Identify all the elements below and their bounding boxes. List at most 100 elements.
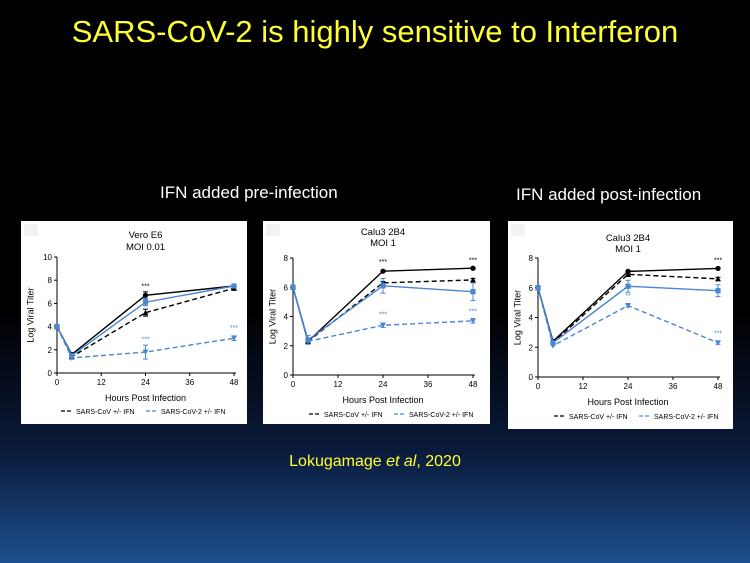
data-point [290, 284, 296, 291]
legend-label-sars-cov: SARS-CoV +/- IFN [324, 412, 383, 419]
data-point [470, 318, 476, 324]
x-tick-label: 12 [579, 382, 588, 391]
x-tick-label: 24 [379, 380, 388, 389]
series-sars-cov-2-no-ifn [535, 279, 721, 346]
series-line [292, 287, 474, 343]
y-tick-label: 4 [48, 323, 53, 332]
x-tick-label: 0 [55, 378, 60, 387]
y-tick-label: 6 [529, 284, 534, 293]
data-point [142, 349, 149, 356]
series-sars-cov-2-ifn [290, 284, 476, 345]
y-tick-label: 2 [48, 346, 53, 355]
y-tick-label: 8 [48, 276, 53, 285]
legend-label-sars-cov: SARS-CoV +/- IFN [76, 409, 135, 416]
y-tick-label: 2 [284, 342, 289, 351]
x-tick-label: 12 [97, 378, 106, 387]
y-tick-label: 8 [284, 254, 289, 263]
y-tick-label: 0 [284, 371, 289, 380]
chart-panel-vero: Vero E6 MOI 0.01 0 12 24 36 48 0 2 4 6 8 10 Hours Pos… [21, 221, 247, 424]
significance-label: *** [230, 325, 238, 332]
x-axis-label: Hours Post Infection [587, 397, 668, 407]
chart-panel-calu3-post: Calu3 2B4 MOI 1 0 12 24 36 48 0 2 4 6 8 Hours Post I… [508, 221, 733, 429]
x-tick-label: 48 [469, 380, 478, 389]
x-tick-label: 48 [230, 378, 239, 387]
data-point [715, 275, 721, 282]
data-point [470, 289, 476, 295]
legend-label-sars-cov: SARS-CoV +/- IFN [569, 414, 628, 421]
label-post-infection: IFN added post-infection [516, 185, 702, 204]
series-line [56, 326, 235, 359]
data-point [142, 309, 149, 316]
significance-label: *** [714, 257, 722, 264]
significance-label: *** [469, 257, 477, 264]
chart-title: Vero E6 [129, 230, 163, 241]
significance-label: *** [379, 259, 387, 266]
x-axis-label: Hours Post Infection [105, 393, 186, 403]
chart-subtitle: MOI 0.01 [126, 242, 165, 253]
data-point [470, 265, 476, 271]
y-tick-label: 0 [48, 369, 53, 378]
x-tick-label: 48 [714, 382, 723, 391]
y-tick-label: 0 [529, 373, 534, 382]
data-point [380, 322, 386, 329]
x-tick-label: 0 [291, 380, 296, 389]
series-line [537, 287, 719, 347]
data-point [535, 285, 541, 291]
data-point [380, 268, 386, 274]
x-axis-label: Hours Post Infection [342, 395, 423, 405]
significance-label: ** [625, 293, 631, 300]
legend-label-sars-cov-2: SARS-CoV-2 +/- IFN [654, 414, 718, 421]
y-tick-label: 4 [529, 314, 534, 323]
data-point [68, 355, 75, 362]
data-point [715, 340, 721, 346]
significance-label: *** [141, 337, 149, 344]
x-tick-label: 12 [334, 380, 343, 389]
data-point [625, 303, 631, 309]
y-axis-label: Log Viral Titer [512, 290, 522, 345]
data-point [231, 283, 237, 289]
series-sars-cov-2-ifn [54, 324, 237, 362]
data-point [142, 299, 149, 305]
y-tick-label: 10 [43, 253, 52, 262]
x-tick-label: 0 [536, 382, 541, 391]
panel-corner-box [266, 224, 280, 236]
legend-label-sars-cov-2: SARS-CoV-2 +/- IFN [161, 409, 225, 416]
y-tick-label: 6 [48, 299, 53, 308]
data-point [142, 292, 149, 298]
significance-label: *** [469, 309, 477, 316]
slide-title: SARS-CoV-2 is highly sensitive to Interf… [71, 14, 679, 49]
series-sars-cov-2-ifn [535, 285, 721, 349]
x-tick-label: 36 [424, 380, 433, 389]
y-tick-label: 6 [284, 283, 289, 292]
data-point [231, 335, 237, 342]
x-tick-label: 36 [185, 378, 194, 387]
panel-corner-box [511, 224, 525, 236]
chart-title: Calu3 2B4 [361, 227, 405, 238]
chart-panel-calu3-pre: Calu3 2B4 MOI 1 0 12 24 36 48 0 2 4 6 8 Hours Post I… [263, 221, 490, 424]
y-axis-label: Log Viral Titer [267, 289, 277, 344]
citation-etal: et al [386, 453, 417, 470]
y-axis-label: Log Viral Titer [25, 287, 35, 342]
citation-author: Lokugamage [289, 453, 382, 470]
data-point [305, 338, 311, 345]
data-point [470, 276, 476, 283]
data-point [550, 340, 556, 346]
panel-corner-box [24, 224, 38, 236]
citation-year: , 2020 [416, 453, 461, 470]
significance-label: *** [714, 330, 722, 337]
significance-label: *** [379, 312, 387, 319]
y-tick-label: 8 [529, 254, 534, 263]
chart-subtitle: MOI 1 [370, 238, 396, 249]
chart-subtitle: MOI 1 [615, 244, 641, 255]
x-tick-label: 24 [624, 382, 633, 391]
data-point [715, 265, 721, 272]
x-tick-label: 36 [669, 382, 678, 391]
label-pre-infection: IFN added pre-infection [160, 183, 338, 202]
data-point [715, 288, 721, 294]
significance-label: *** [141, 283, 149, 290]
data-point [380, 283, 386, 289]
x-tick-label: 24 [141, 378, 150, 387]
y-tick-label: 2 [529, 343, 534, 352]
